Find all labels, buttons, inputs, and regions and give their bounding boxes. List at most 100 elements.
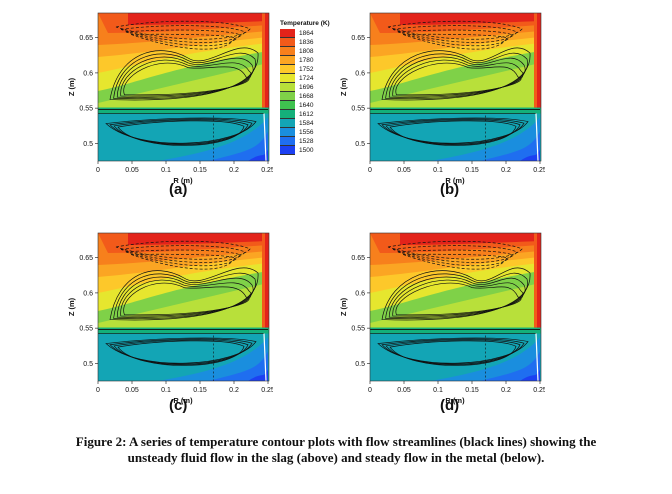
panel-label-c: (c) <box>169 397 188 414</box>
legend-label: 1640 <box>299 102 314 109</box>
legend-entry: 1668 <box>280 92 352 101</box>
y-tick-label: 0.6 <box>83 290 93 297</box>
panel-label-a: (a) <box>169 181 188 198</box>
x-tick-label: 0.05 <box>125 167 139 174</box>
legend-swatch <box>280 128 295 137</box>
y-tick-label: 0.6 <box>83 70 93 77</box>
legend-swatch <box>280 38 295 47</box>
legend-entry: 1612 <box>280 110 352 119</box>
y-tick-label: 0.65 <box>351 35 365 42</box>
legend-swatch <box>280 47 295 56</box>
x-tick-label: 0 <box>96 167 100 174</box>
y-tick-label: 0.65 <box>79 35 93 42</box>
x-axis-label: R (m) <box>173 396 193 405</box>
y-tick-label: 0.65 <box>351 255 365 262</box>
legend-entry: 1528 <box>280 137 352 146</box>
legend-label: 1724 <box>299 75 314 82</box>
x-tick-label: 0.1 <box>433 167 443 174</box>
y-tick-label: 0.6 <box>355 290 365 297</box>
x-tick-label: 0.2 <box>229 167 239 174</box>
legend-label: 1752 <box>299 66 314 73</box>
x-tick-label: 0.2 <box>501 167 511 174</box>
contour-svg: 0 0.05 0.1 0.15 0.2 0.25 0.65 0.6 0.55 0.5 R (m) Z … <box>68 232 273 405</box>
y-tick-label: 0.55 <box>351 106 365 113</box>
x-tick-label: 0 <box>368 387 372 394</box>
legend-entry: 1752 <box>280 65 352 74</box>
contour-plot-c: 0 0.05 0.1 0.15 0.2 0.25 0.65 0.6 0.55 0.5 R (m) Z … <box>68 228 273 414</box>
contour-plot-b: 0 0.05 0.1 0.15 0.2 0.25 0.65 0.6 0.55 0.5 R (m) Z … <box>340 8 545 194</box>
x-tick-label: 0.2 <box>501 387 511 394</box>
temperature-legend: Temperature (K) 1864 1836 1808 1780 1752 1724… <box>280 20 354 155</box>
x-tick-label: 0.2 <box>229 387 239 394</box>
y-tick-label: 0.55 <box>79 106 93 113</box>
x-tick-label: 0.05 <box>125 387 139 394</box>
x-tick-label: 0 <box>368 167 372 174</box>
y-axis-label: Z (m) <box>340 77 348 96</box>
x-tick-label: 0.15 <box>193 387 207 394</box>
legend-label: 1500 <box>299 147 314 154</box>
x-tick-label: 0 <box>96 387 100 394</box>
caption-line-2: unsteady fluid flow in the slag (above) … <box>127 450 545 465</box>
legend-title: Temperature (K) <box>280 20 330 27</box>
legend-swatch <box>280 83 295 92</box>
x-tick-label: 0.05 <box>397 387 411 394</box>
y-tick-label: 0.55 <box>351 326 365 333</box>
legend-swatch <box>280 119 295 128</box>
legend-entry: 1500 <box>280 146 352 155</box>
legend-swatch <box>280 146 295 155</box>
x-tick-label: 0.15 <box>193 167 207 174</box>
legend-entry: 1556 <box>280 128 352 137</box>
legend-entry: 1640 <box>280 101 352 110</box>
legend-label: 1612 <box>299 111 314 118</box>
x-tick-label: 0.05 <box>397 167 411 174</box>
legend-label: 1780 <box>299 57 314 64</box>
x-tick-label: 0.25 <box>533 387 545 394</box>
x-tick-label: 0.1 <box>161 387 171 394</box>
contour-plot-a: 0 0.05 0.1 0.15 0.2 0.25 0.65 0.6 0.55 0.5 R (m) Z … <box>68 8 273 194</box>
x-tick-label: 0.15 <box>465 387 479 394</box>
legend-entry: 1724 <box>280 74 352 83</box>
legend-swatch <box>280 137 295 146</box>
figure-caption: Figure 2: A series of temperature contou… <box>40 434 632 466</box>
y-tick-label: 0.5 <box>355 141 365 148</box>
legend-swatch <box>280 101 295 110</box>
y-axis-label: Z (m) <box>68 297 76 316</box>
panel-label-d: (d) <box>440 397 460 414</box>
legend-label: 1668 <box>299 93 314 100</box>
x-tick-label: 0.25 <box>261 387 273 394</box>
contour-svg: 0 0.05 0.1 0.15 0.2 0.25 0.65 0.6 0.55 0.5 R (m) Z … <box>68 12 273 185</box>
x-tick-label: 0.1 <box>161 167 171 174</box>
legend-label: 1808 <box>299 48 314 55</box>
y-tick-label: 0.65 <box>79 255 93 262</box>
legend-label: 1864 <box>299 30 314 37</box>
contour-svg: 0 0.05 0.1 0.15 0.2 0.25 0.65 0.6 0.55 0.5 R (m) Z … <box>340 12 545 185</box>
legend-swatch <box>280 74 295 83</box>
x-tick-label: 0.15 <box>465 167 479 174</box>
legend-label: 1836 <box>299 39 314 46</box>
y-tick-label: 0.55 <box>79 326 93 333</box>
x-axis-label: R (m) <box>445 396 465 405</box>
legend-entry: 1584 <box>280 119 352 128</box>
legend-label: 1556 <box>299 129 314 136</box>
legend-label: 1584 <box>299 120 314 127</box>
y-tick-label: 0.5 <box>83 361 93 368</box>
legend-entry: 1780 <box>280 56 352 65</box>
y-axis-label: Z (m) <box>68 77 76 96</box>
legend-swatch <box>280 56 295 65</box>
legend-entry: 1696 <box>280 83 352 92</box>
contour-plot-d: 0 0.05 0.1 0.15 0.2 0.25 0.65 0.6 0.55 0.5 R (m) Z … <box>340 228 545 414</box>
x-axis-label: R (m) <box>445 176 465 185</box>
y-tick-label: 0.5 <box>355 361 365 368</box>
legend-swatch <box>280 65 295 74</box>
caption-line-1: Figure 2: A series of temperature contou… <box>75 434 597 449</box>
legend-entry: 1836 <box>280 38 352 47</box>
x-axis-label: R (m) <box>173 176 193 185</box>
y-axis-label: Z (m) <box>340 297 348 316</box>
legend-swatch <box>280 29 295 38</box>
x-tick-label: 0.1 <box>433 387 443 394</box>
x-tick-label: 0.25 <box>533 167 545 174</box>
legend-entry: 1864 <box>280 29 352 38</box>
y-tick-label: 0.6 <box>355 70 365 77</box>
contour-svg: 0 0.05 0.1 0.15 0.2 0.25 0.65 0.6 0.55 0.5 R (m) Z … <box>340 232 545 405</box>
legend-swatch <box>280 110 295 119</box>
